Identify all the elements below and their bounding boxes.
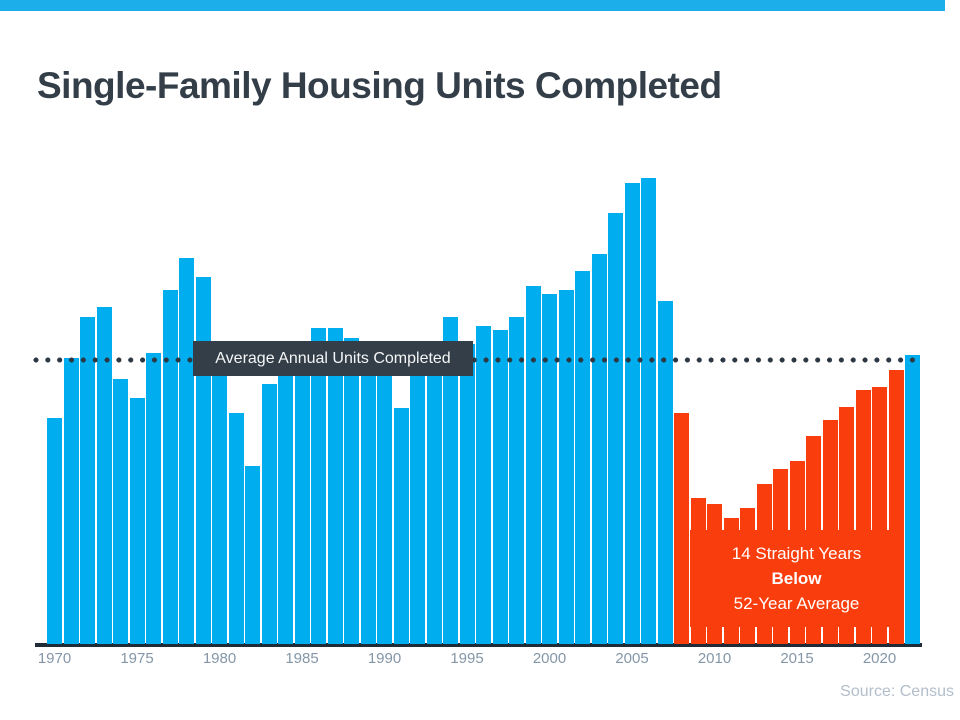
x-axis-tick-2005: 2005: [615, 650, 649, 667]
x-axis-tick-1980: 1980: [202, 650, 237, 667]
x-axis-tick-1970: 1970: [37, 650, 72, 667]
bar-2003: [591, 253, 607, 644]
bar-1995: [459, 343, 475, 644]
bar-2008: [674, 413, 689, 645]
bar-1972: [80, 317, 95, 644]
bar-2006: [641, 178, 656, 644]
bar-1987: [327, 327, 343, 644]
bar-1989: [360, 354, 376, 644]
x-axis-tick-1990: 1990: [367, 650, 402, 667]
average-line: [33, 357, 917, 363]
bar-2007: [657, 300, 673, 644]
bar-1983: [261, 383, 277, 644]
bar-1992: [410, 372, 425, 644]
x-axis-line: [35, 643, 922, 647]
bar-1981: [228, 413, 244, 645]
bar-1980: [212, 374, 227, 644]
bar-1976: [146, 352, 161, 644]
bar-1982: [245, 465, 260, 644]
bar-1997: [492, 329, 508, 644]
bar-2000: [542, 294, 557, 644]
bar-1977: [162, 289, 178, 644]
annotation-line-2: Below: [771, 569, 822, 588]
bar-1986: [311, 328, 326, 644]
bar-1998: [509, 317, 524, 644]
bar-1993: [426, 351, 442, 644]
annotation-line-3: 52-Year Average: [733, 594, 860, 613]
bar-1985: [294, 342, 310, 644]
bar-2022: [905, 354, 920, 644]
bar-1991: [393, 407, 409, 644]
bar-1984: [278, 355, 293, 644]
bar-1988: [344, 338, 359, 644]
x-axis-tick-2010: 2010: [697, 650, 732, 667]
bar-1994: [443, 317, 458, 644]
x-axis-tick-2015: 2015: [780, 650, 814, 667]
bar-2002: [575, 270, 590, 644]
bar-2001: [558, 290, 574, 644]
bar-1970: [47, 418, 62, 644]
page-title: Single-Family Housing Units Completed: [37, 64, 722, 106]
bar-1978: [179, 258, 194, 644]
bar-1990: [377, 371, 392, 644]
x-axis-tick-2020: 2020: [862, 650, 897, 667]
annotation-line-1: 14 Straight Years: [731, 544, 862, 563]
source-caption: Source: Census: [840, 683, 954, 700]
below-average-annotation: 14 Straight Years Below 52-Year Average: [690, 530, 903, 627]
bar-1979: [195, 277, 211, 644]
bar-1975: [129, 397, 145, 644]
x-axis-tick-2000: 2000: [532, 650, 567, 667]
bar-1973: [96, 306, 112, 645]
bar-2005: [624, 183, 640, 644]
x-axis-tick-1985: 1985: [285, 650, 319, 667]
bar-1999: [525, 286, 541, 644]
average-line-label: Average Annual Units Completed: [193, 341, 473, 376]
bar-2004: [608, 212, 623, 644]
bar-1971: [63, 358, 79, 644]
bar-1974: [113, 379, 128, 644]
bar-1996: [476, 325, 491, 644]
x-axis-tick-1975: 1975: [120, 650, 154, 667]
top-accent-bar: [0, 0, 945, 11]
x-axis-tick-1995: 1995: [450, 650, 484, 667]
